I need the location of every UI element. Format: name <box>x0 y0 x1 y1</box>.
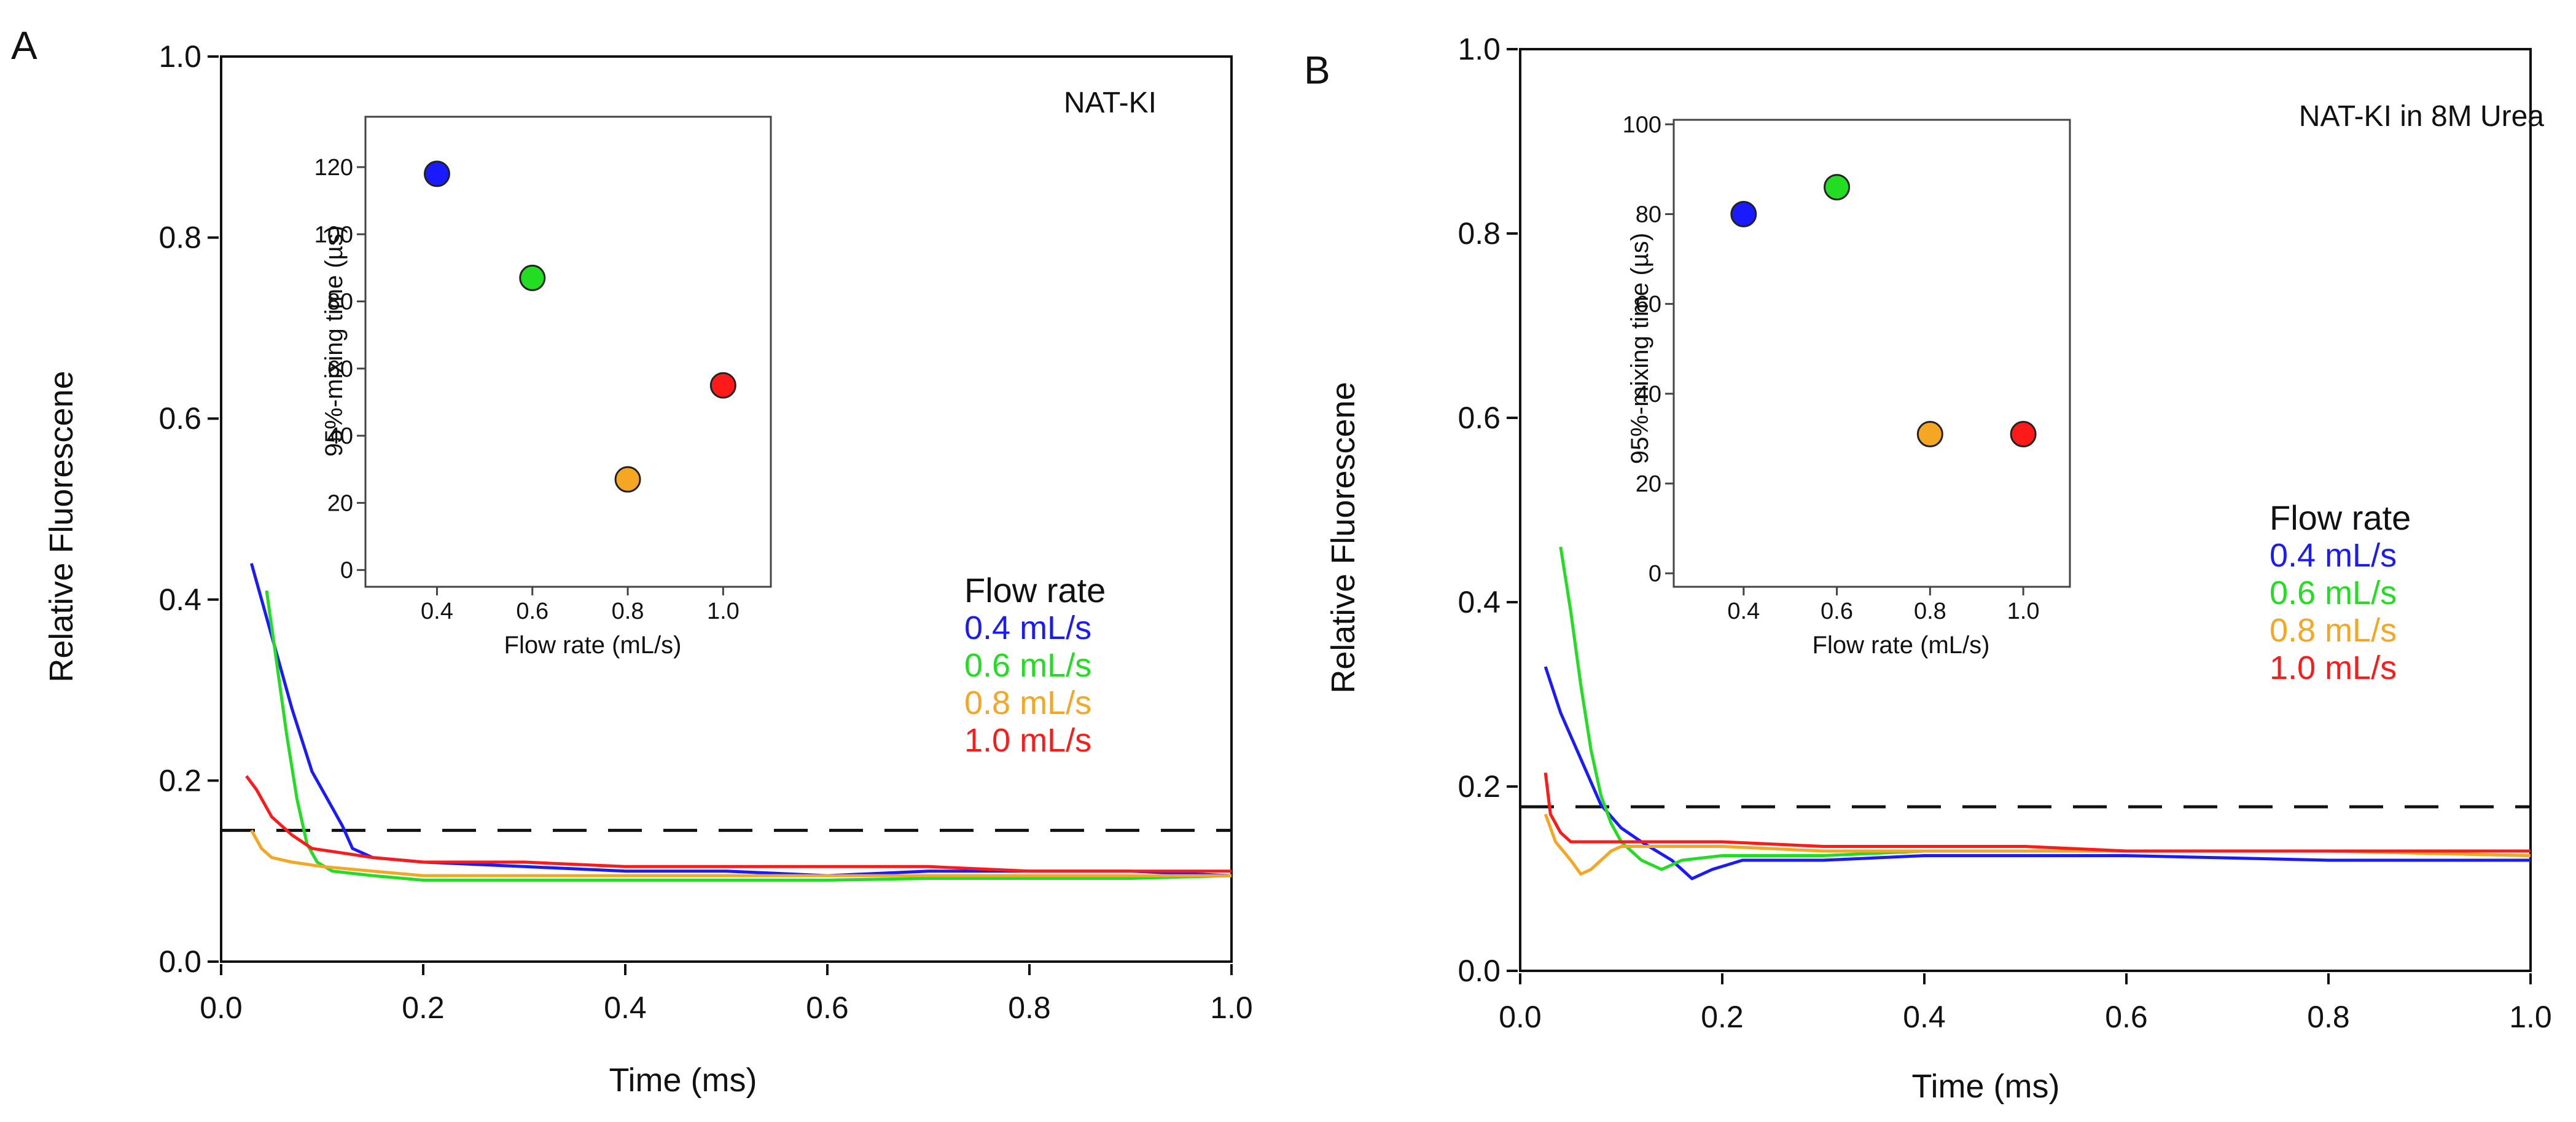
panel-a-inset-y-tick-label: 0 <box>340 558 353 584</box>
panel-a-inset-x-axis-label: Flow rate (mL/s) <box>504 632 682 659</box>
panel-b-x-tick-label: 0.2 <box>1701 1000 1744 1034</box>
panel-a-x-tick-label: 0.6 <box>806 991 849 1025</box>
panel-a-y-tick-label: 0.2 <box>158 763 201 798</box>
panel-a-series-line-08 <box>250 830 1231 877</box>
panel-a-inset-y-tick-label: 100 <box>314 222 353 248</box>
panel-a-inset-x-tick-label: 0.6 <box>516 598 548 624</box>
panel-b-y-tick-label: 1.0 <box>1458 32 1501 66</box>
panel-a-x-tick-label: 0.4 <box>604 991 647 1025</box>
panel-b-legend-entry-0-8: 0.8 mL/s <box>2270 612 2397 649</box>
panel-b-inset-y-tick-label: 60 <box>1636 292 1661 318</box>
panel-a-x-tick-label: 0.8 <box>1008 991 1051 1025</box>
panel-a-plot-frame <box>220 55 1233 963</box>
plot-layer: 0.0 0.2 0.4 0.6 0.8 1.00.00.20.40.60.81.00.4 0… <box>158 32 2551 1034</box>
panel-b-y-tick-label: 0.8 <box>1458 216 1501 251</box>
panel-a-inset-y-tick-label: 20 <box>327 490 353 516</box>
panel-b-inset-x-axis-label: Flow rate (mL/s) <box>1813 632 1990 659</box>
panel-a-inset-frame <box>364 116 772 588</box>
panel-b-series-line-10 <box>1544 772 2531 853</box>
panel-b-inset-x-tick-label: 0.6 <box>1821 598 1853 624</box>
panel-a-inset: 0.4 0.6 0.8 1.0 0 20 40 60 80 100 120 <box>314 116 772 624</box>
panel-a-inset-point-1 <box>519 264 546 291</box>
panel-b-x-tick-label: 0.6 <box>2105 1000 2148 1034</box>
panel-b-x-tick-label: 0.8 <box>2307 1000 2350 1034</box>
panel-a-series-line-06 <box>265 590 1232 882</box>
panel-a-inset-y-tick-label: 40 <box>327 423 353 449</box>
panel-a-inset-point-0 <box>423 160 450 187</box>
panel-a-legend-entry-0-4: 0.4 mL/s <box>964 610 1091 646</box>
panel-b-legend-entry-0-4: 0.4 mL/s <box>2270 537 2397 574</box>
panel-a-y-tick-label: 0.8 <box>158 221 201 255</box>
panel-a-inset-y-axis-label: 95%-mixing time (µs) <box>321 226 348 457</box>
panel-a-legend-entry-1-0: 1.0 mL/s <box>964 722 1091 759</box>
panel-a-x-tick-label: 1.0 <box>1210 991 1253 1025</box>
panel-a-legend-entry-0-8: 0.8 mL/s <box>964 685 1091 721</box>
panel-a-y-tick-label: 0.4 <box>158 583 201 617</box>
panel-a-inset-point-2 <box>614 466 641 493</box>
panel-b-letter: B <box>1304 48 1330 92</box>
panel-b-inset-point-3 <box>2010 421 2037 448</box>
panel-b-inset-point-2 <box>1916 421 1943 448</box>
panel-b-x-axis-label: Time (ms) <box>1912 1068 2060 1105</box>
panel-b-inset: 0.4 0.6 0.8 1.0 0 20 40 60 80 100 <box>1623 112 2071 624</box>
panel-a-inset-y-tick-label: 120 <box>314 155 353 181</box>
panel-b-inset-point-0 <box>1730 200 1757 227</box>
panel-a-inset-x-tick-label: 1.0 <box>707 598 740 624</box>
panel-a-plot: 0.0 0.2 0.4 0.6 0.8 1.00.00.20.40.60.81.00.4 0… <box>158 39 1252 1025</box>
panel-a-inset-point-3 <box>709 372 736 399</box>
panel-a-x-axis-label: Time (ms) <box>609 1062 757 1099</box>
panel-a-x-tick-label: 0.0 <box>200 991 243 1025</box>
panel-b-series-line-08 <box>1544 814 2531 876</box>
panel-a-x-tick-label: 0.2 <box>402 991 445 1025</box>
panel-b-plot-frame <box>1519 48 2532 972</box>
panel-b-inset-point-1 <box>1824 174 1851 201</box>
panel-b-x-tick-label: 0.0 <box>1499 1000 1542 1034</box>
panel-a-series-line-10 <box>245 775 1231 873</box>
panel-b-inset-y-tick-label: 0 <box>1649 561 1661 587</box>
panel-a-legend-entry-0-6: 0.6 mL/s <box>964 647 1091 684</box>
panel-a-inset-y-tick-label: 80 <box>327 289 353 315</box>
panel-b: B NAT-KI in 8M Urea Time (ms) Relative F… <box>1304 48 2544 1105</box>
panel-b-y-axis-label: Relative Fluorescene <box>1325 382 1362 693</box>
panel-a-letter: A <box>11 23 37 68</box>
panel-b-series-line-04 <box>1544 666 2531 881</box>
panel-a-y-axis-label: Relative Fluorescene <box>43 371 80 682</box>
panel-b-x-tick-label: 0.4 <box>1903 1000 1946 1034</box>
panel-b-y-tick-label: 0.2 <box>1458 769 1501 804</box>
panel-b-legend-entry-0-6: 0.6 mL/s <box>2270 575 2397 611</box>
panel-b-plot: 0.0 0.2 0.4 0.6 0.8 1.00.00.20.40.60.81.00.4 0… <box>1458 32 2551 1034</box>
panel-b-y-tick-label: 0.4 <box>1458 585 1501 619</box>
panel-a-y-tick-label: 0.0 <box>158 944 201 979</box>
panel-a-y-tick-label: 0.6 <box>158 401 201 436</box>
panel-a-inset-x-tick-label: 0.8 <box>612 598 644 624</box>
panel-b-inset-y-tick-label: 40 <box>1636 382 1661 407</box>
panel-b-title: NAT-KI in 8M Urea <box>2299 100 2545 133</box>
panel-b-inset-y-tick-label: 100 <box>1623 112 1661 138</box>
panel-b-y-tick-label: 0.6 <box>1458 401 1501 435</box>
panel-b-inset-x-tick-label: 0.8 <box>1914 598 1946 624</box>
panel-b-legend-entry-1-0: 1.0 mL/s <box>2270 649 2397 686</box>
panel-b-legend-title: Flow rate <box>2270 498 2411 537</box>
panel-a-inset-x-tick-label: 0.4 <box>421 598 453 624</box>
panel-b-y-tick-label: 0.0 <box>1458 954 1501 988</box>
panel-a-inset-y-tick-label: 60 <box>327 356 353 382</box>
panel-b-inset-y-tick-label: 20 <box>1636 471 1661 497</box>
panel-b-inset-x-tick-label: 1.0 <box>2007 598 2040 624</box>
panel-b-inset-y-tick-label: 80 <box>1636 202 1661 227</box>
panel-b-inset-y-axis-label: 95%-mixing time (µs) <box>1626 233 1653 464</box>
panel-b-x-tick-label: 1.0 <box>2509 1000 2552 1034</box>
panel-a-title: NAT-KI <box>1064 87 1157 119</box>
panel-a: A NAT-KI Time (ms) Relative Fluorescene … <box>11 23 1157 1099</box>
panel-a-y-tick-label: 1.0 <box>158 39 201 74</box>
panel-b-inset-x-tick-label: 0.4 <box>1727 598 1760 624</box>
panel-b-inset-frame <box>1672 119 2071 588</box>
panel-a-legend-title: Flow rate <box>964 571 1106 610</box>
